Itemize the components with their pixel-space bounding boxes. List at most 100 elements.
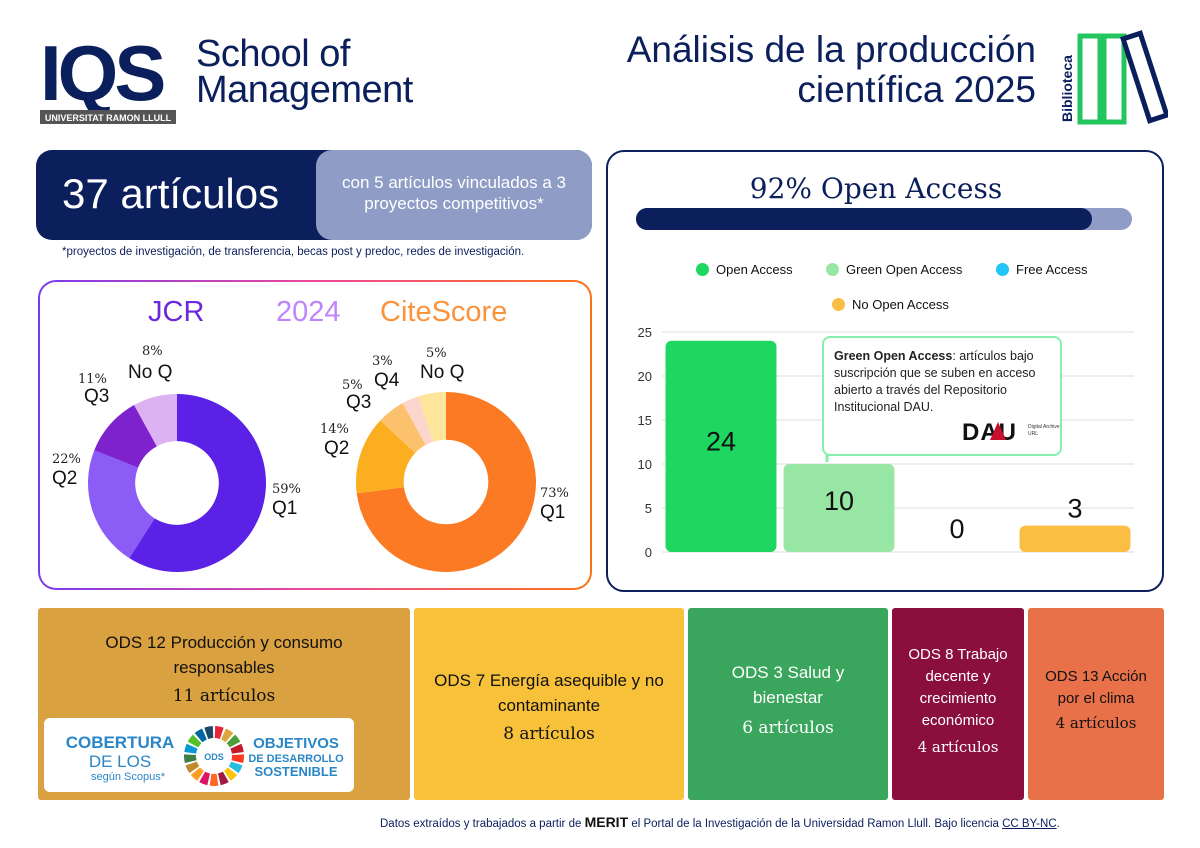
- callout-term: Green Open Access: [834, 349, 953, 363]
- donut-slice-q3: [380, 403, 426, 454]
- donut-slice-q2: [88, 450, 155, 559]
- open-access-panel: [606, 150, 1164, 592]
- jcr-noq-label: No Q: [128, 362, 173, 383]
- jcr-title: JCR: [148, 296, 205, 328]
- callout-text: : artículos bajo suscripción que se sube…: [834, 349, 1036, 414]
- green-oa-callout: Green Open Access: artículos bajo suscri…: [822, 336, 1062, 456]
- sdg-segment: [231, 754, 244, 764]
- bar-value-label: 0: [949, 514, 964, 544]
- sdg-segment: [204, 726, 214, 739]
- ods-3-count: 6 artículos: [742, 718, 834, 738]
- ods-12-count: 11 artículos: [172, 686, 276, 706]
- donut-slice-q1: [356, 392, 536, 572]
- cs-q3-label: Q3: [346, 392, 372, 413]
- ods-3-block: ODS 3 Salud y bienestar 6 artículos: [688, 608, 888, 800]
- bar-value-label: 10: [824, 486, 854, 516]
- ods-7-count: 8 artículos: [503, 724, 595, 744]
- sdg-segment: [209, 773, 219, 786]
- legend-dot: [696, 263, 709, 276]
- bar-value-label: 24: [706, 427, 736, 457]
- donut-slice-q4: [402, 396, 433, 445]
- legend-no-open-access: No Open Access: [832, 297, 949, 312]
- cs-noq-label: No Q: [420, 362, 465, 383]
- biblioteca-logo: Biblioteca: [1059, 30, 1168, 125]
- citescore-donut-chart: [356, 392, 536, 572]
- jcr-q2-pct: 22%: [52, 452, 81, 467]
- objetivos-line3: SOSTENIBLE: [254, 764, 337, 779]
- school-name: School of Management: [196, 33, 413, 111]
- sdg-segment: [184, 754, 197, 764]
- sdg-segment: [194, 728, 207, 743]
- sdg-segment: [230, 743, 244, 754]
- legend-free-access: Free Access: [996, 262, 1088, 277]
- jcr-noq-pct: 8%: [142, 344, 163, 359]
- cs-noq-pct: 5%: [426, 346, 447, 361]
- ods-13-count: 4 artículos: [1055, 714, 1137, 732]
- sdg-segment: [228, 761, 243, 774]
- ods-8-block: ODS 8 Trabajo decente y crecimiento econ…: [892, 608, 1024, 800]
- cs-q2-pct: 14%: [320, 422, 349, 437]
- sdg-segment: [224, 767, 238, 781]
- jcr-q1-pct: 59%: [272, 482, 301, 497]
- y-tick-label: 25: [638, 325, 652, 340]
- open-access-bar-chart: 0 5 10 15 20 25 24 10 0 3: [638, 325, 1134, 560]
- ods-3-name: ODS 3 Salud y bienestar: [731, 663, 845, 707]
- ods-12-name: ODS 12 Producción y consumo responsables: [105, 633, 343, 677]
- coverage-line2: DE LOS: [89, 752, 151, 771]
- objetivos-line2: DE DESARROLLO: [248, 753, 344, 765]
- bar-no-open-access: [1019, 525, 1131, 552]
- logo-text: IQS: [40, 34, 163, 117]
- merit-logo: MERIT: [584, 814, 629, 830]
- y-tick-label: 10: [638, 457, 652, 472]
- jcr-donut-chart: [88, 394, 266, 572]
- sdg-segment: [185, 761, 200, 774]
- source-footer: Datos extraídos y trabajados a partir de…: [380, 814, 1060, 830]
- svg-text:URL: URL: [1028, 431, 1038, 437]
- y-tick-label: 15: [638, 413, 652, 428]
- legend-green-open-access: Green Open Access: [826, 262, 962, 277]
- donut-slice-q1: [129, 394, 266, 572]
- legend-dot: [826, 263, 839, 276]
- donut-slice-no-q: [418, 392, 446, 442]
- open-access-progress-fill: [636, 208, 1093, 230]
- year-title: 2024: [276, 296, 341, 328]
- iqs-logo: IQS UNIVERSITAT RAMON LLULL: [40, 34, 176, 124]
- sdg-wheel-icon: [184, 726, 244, 786]
- ods-13-block: ODS 13 Acción por el clima 4 artículos: [1028, 608, 1164, 800]
- objetivos-line1: OBJETIVOS: [253, 735, 339, 752]
- donut-slice-q3: [94, 405, 157, 468]
- ods-badge-text: ODS: [204, 752, 224, 762]
- sdg-segment: [214, 726, 224, 739]
- donut-slice-q2: [356, 420, 416, 494]
- legend-dot: [996, 263, 1009, 276]
- bar-value-label: 3: [1067, 494, 1082, 524]
- cs-q3-pct: 5%: [342, 378, 363, 393]
- cs-q1-label: Q1: [540, 502, 566, 523]
- sdg-segment: [221, 728, 234, 743]
- legend-open-access: Open Access: [696, 262, 793, 277]
- linked-projects-pill: con 5 artículos vinculados a 3 proyectos…: [316, 150, 592, 240]
- svg-text:DAU: DAU: [962, 419, 1017, 446]
- legend-dot: [832, 298, 845, 311]
- y-tick-label: 0: [645, 545, 652, 560]
- jcr-q2-label: Q2: [52, 468, 78, 489]
- ods-coverage-badge: COBERTURA DE LOS según Scopus* ODS OBJET…: [44, 718, 354, 792]
- sdg-segment: [190, 767, 204, 781]
- coverage-line1: COBERTURA: [66, 733, 175, 752]
- ods-7-name: ODS 7 Energía asequible y no contaminant…: [434, 671, 664, 715]
- open-access-title: 92% Open Access: [749, 172, 1003, 205]
- projects-footnote: *proyectos de investigación, de transfer…: [62, 246, 525, 258]
- coverage-line3: según Scopus*: [91, 771, 166, 783]
- license-link[interactable]: CC BY-NC: [1002, 818, 1057, 830]
- articles-count: 37 artículos: [62, 170, 280, 217]
- bar-green-open-access: [783, 464, 895, 552]
- y-tick-label: 5: [645, 501, 652, 516]
- sdg-segment: [199, 771, 210, 786]
- ods-8-name: ODS 8 Trabajo decente y crecimiento econ…: [908, 646, 1008, 729]
- logo-subtitle: UNIVERSITAT RAMON LLULL: [45, 113, 172, 123]
- biblio-label: Biblioteca: [1059, 55, 1075, 122]
- cs-q4-label: Q4: [374, 370, 400, 391]
- citescore-title: CiteScore: [380, 296, 508, 328]
- ods-7-block: ODS 7 Energía asequible y no contaminant…: [414, 608, 684, 800]
- jcr-q3-pct: 11%: [78, 372, 107, 387]
